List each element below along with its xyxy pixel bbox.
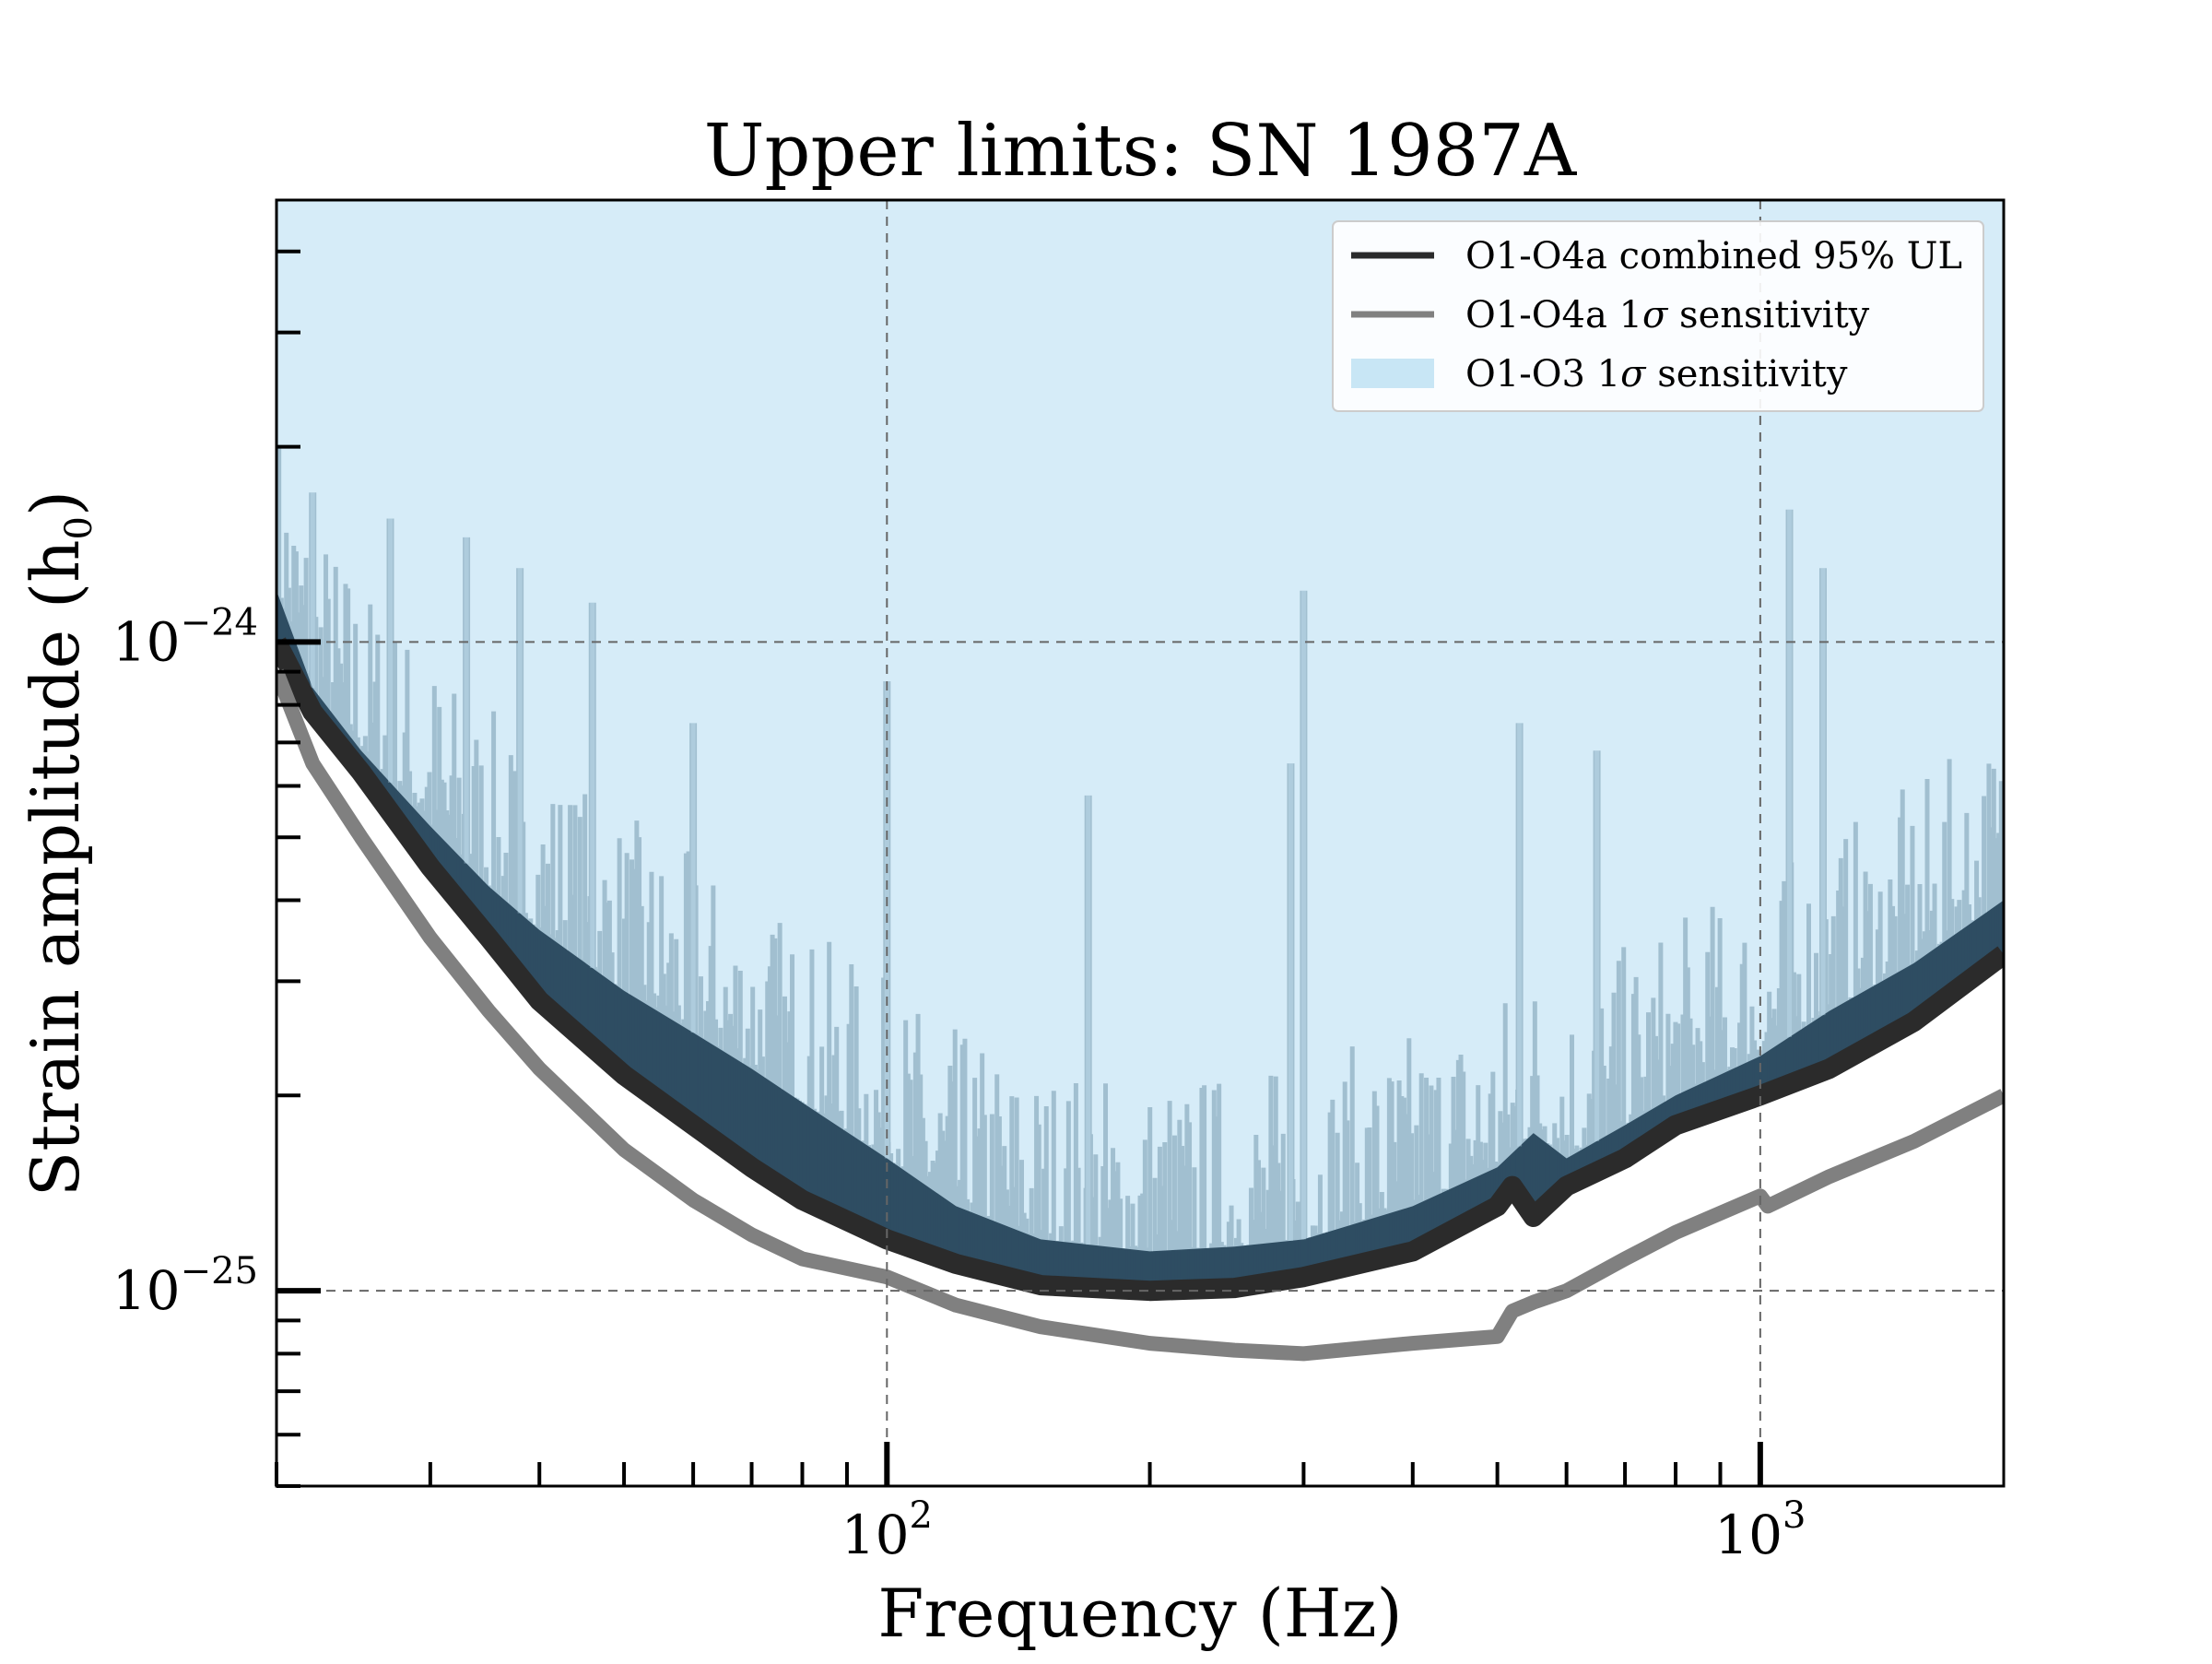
o4a-sensitivity-line bbox=[276, 668, 2004, 1362]
plot-area bbox=[276, 200, 2004, 1362]
o1-o3-sensitivity-fill bbox=[276, 200, 2004, 1252]
legend-label: O1-O3 1σ sensitivity bbox=[1465, 353, 1848, 395]
axis-ticks: 102 103 10−25 10−24 bbox=[112, 249, 1806, 1566]
legend-label: O1-O4a combined 95% UL bbox=[1465, 235, 1962, 277]
x-axis-label: Frequency (Hz) bbox=[877, 1575, 1402, 1652]
combined-ul-line bbox=[276, 637, 2004, 1302]
legend: O1-O4a combined 95% UL O1-O4a 1σ sensitiv… bbox=[1332, 220, 1984, 412]
legend-box bbox=[1332, 220, 1984, 412]
grid bbox=[276, 200, 2004, 1486]
legend-label: O1-O4a 1σ sensitivity bbox=[1465, 294, 1870, 336]
legend-swatch bbox=[1351, 359, 1434, 388]
y-tick-label: 10−25 bbox=[112, 1250, 258, 1322]
y-axis-label: Strain amplitude (h0) bbox=[17, 490, 100, 1197]
chart-title: Upper limits: SN 1987A bbox=[704, 110, 1578, 193]
x-tick-label: 102 bbox=[841, 1494, 933, 1566]
plot-frame bbox=[275, 198, 2006, 1488]
y-tick-label: 10−24 bbox=[112, 601, 258, 673]
x-tick-label: 103 bbox=[1714, 1494, 1806, 1566]
y-axis-label-group: Strain amplitude (h0) bbox=[17, 490, 100, 1197]
